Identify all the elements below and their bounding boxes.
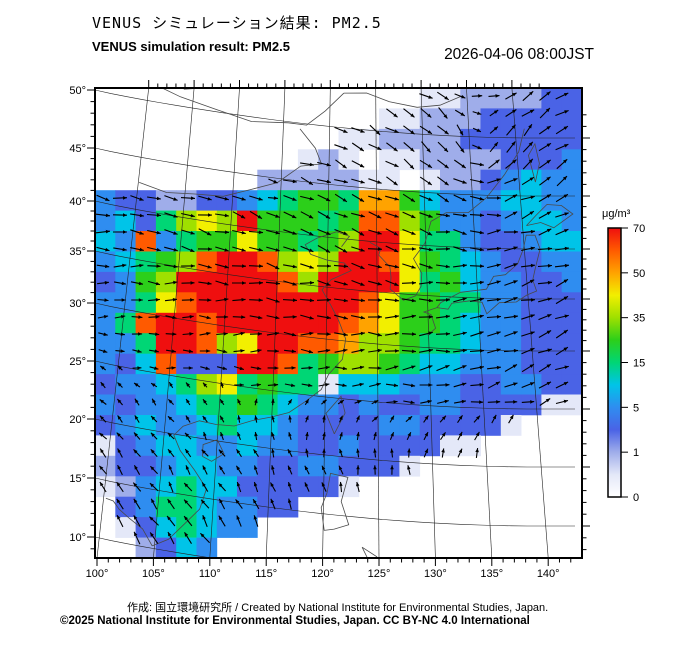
lat-tick-label: 20° [69,414,86,426]
map-frame [94,87,583,559]
colorbar-tick-label: 70 [633,223,645,235]
colorbar-tick-label: 15 [633,358,645,370]
colorbar-legend: 70 50 35 15 5 1 0 μg/m³ [602,208,645,504]
lon-tick-label: 140° [537,568,560,580]
lon-tick-label: 110° [199,568,221,580]
colorbar-tick-label: 50 [633,268,645,280]
axis-tick-labels: 50° 45° 40° 35° 30° 25° 20° 15° 10° 100° 105° 110° 1… [69,85,559,580]
pm25-heatmap [95,88,582,558]
lat-tick-label: 10° [69,532,86,544]
colorbar-unit-label: μg/m³ [602,208,631,220]
lon-tick-label: 105° [142,568,165,580]
datetime-label: 2026-04-06 08:00JST [444,46,594,63]
colorbar-tick-label: 35 [633,313,645,325]
colorbar-tick-label: 1 [633,447,639,459]
lat-tick-label: 25° [69,356,86,368]
credit-line: 作成: 国立環境研究所 / Created by National Instit… [127,602,549,614]
coastlines [105,88,574,558]
page-title-jp: VENUS シミュレーション結果: PM2.5 [92,14,382,32]
lon-tick-label: 125° [368,568,391,580]
lon-tick-label: 100° [86,568,109,580]
lat-tick-label: 45° [69,143,86,155]
lon-tick-label: 135° [480,568,503,580]
lon-tick-label: 115° [255,568,277,580]
colorbar-tick-label: 5 [633,402,639,414]
colorbar-tick-label: 0 [633,492,639,504]
lat-tick-label: 35° [69,246,86,258]
lon-tick-label: 120° [311,568,334,580]
axis-ticks [87,80,590,566]
lat-tick-label: 15° [69,473,86,485]
lat-tick-label: 50° [69,85,86,97]
lat-tick-label: 40° [69,196,86,208]
page-title-en: VENUS simulation result: PM2.5 [92,39,290,54]
lon-tick-label: 130° [424,568,447,580]
wind-arrows [95,90,570,545]
license-line: ©2025 National Institute for Environment… [60,615,530,627]
lat-tick-label: 30° [69,298,86,310]
